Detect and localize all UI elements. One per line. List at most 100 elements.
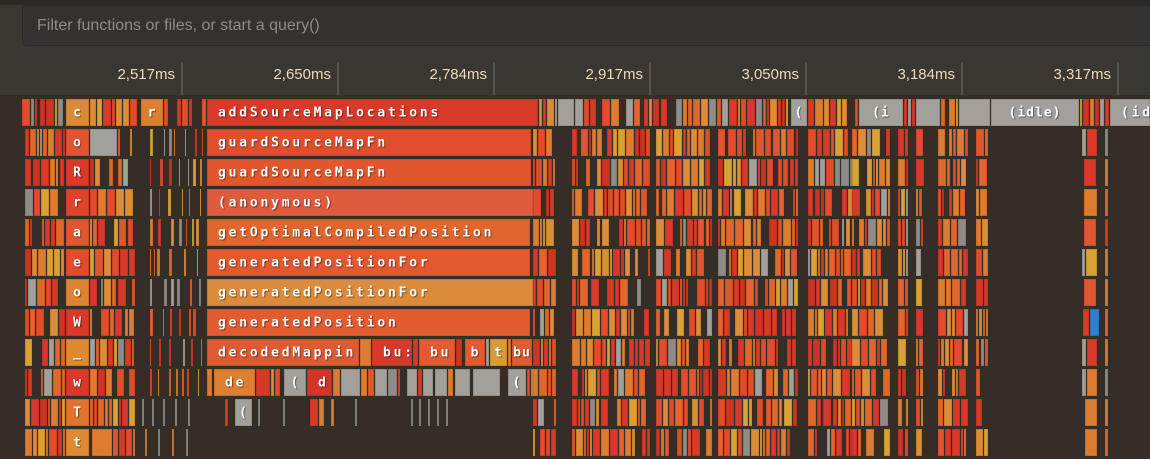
flame-stripe[interactable] [588, 189, 594, 216]
flame-stripe[interactable] [898, 399, 902, 426]
flame-stripe[interactable] [1105, 429, 1108, 456]
flame-stripe[interactable] [766, 189, 770, 216]
flame-stripe[interactable] [867, 159, 872, 186]
flame-stripe[interactable] [30, 309, 35, 336]
flame-stripe[interactable] [838, 339, 840, 366]
flame-stripe[interactable] [615, 279, 619, 306]
flame-stripe[interactable] [126, 429, 132, 456]
flame-stripe[interactable] [125, 189, 133, 216]
flame-stripe[interactable] [961, 159, 966, 186]
flame-stripe[interactable] [189, 99, 192, 126]
flame-stripe[interactable] [761, 159, 766, 186]
flame-stripe[interactable] [815, 99, 823, 126]
flame-bar[interactable]: bu [419, 339, 455, 366]
flame-stripe[interactable] [957, 159, 960, 186]
flame-stripe[interactable] [644, 309, 649, 336]
flame-stripe[interactable] [49, 339, 54, 366]
flame-stripe[interactable] [883, 369, 890, 396]
flame-stripe[interactable] [850, 429, 852, 456]
flame-stripe[interactable] [808, 219, 811, 246]
flame-stripe[interactable] [855, 99, 858, 126]
flame-stripe[interactable] [527, 369, 530, 396]
flame-bar[interactable]: b [465, 339, 485, 366]
flame-stripe[interactable] [827, 429, 830, 456]
flame-stripe[interactable] [938, 129, 945, 156]
flame-stripe[interactable] [740, 369, 747, 396]
flame-stripe[interactable] [179, 159, 180, 186]
flame-stripe[interactable] [116, 99, 122, 126]
flame-stripe[interactable] [773, 129, 780, 156]
filter-input[interactable] [22, 5, 1150, 46]
flame-stripe[interactable] [56, 219, 64, 246]
flame-stripe[interactable] [629, 339, 634, 366]
flame-stripe[interactable] [626, 129, 634, 156]
flame-stripe[interactable] [835, 129, 843, 156]
flame-stripe[interactable] [815, 189, 820, 216]
flame-stripe[interactable] [749, 399, 752, 426]
flame-stripe[interactable] [1085, 399, 1097, 426]
flame-stripe[interactable] [614, 369, 617, 396]
flame-stripe[interactable] [661, 159, 666, 186]
flame-stripe[interactable] [661, 429, 664, 456]
flame-stripe[interactable] [959, 369, 966, 396]
flame-stripe[interactable] [626, 189, 632, 216]
flame-stripe[interactable] [833, 399, 837, 426]
flame-stripe[interactable] [785, 249, 790, 276]
flame-stripe[interactable] [758, 189, 765, 216]
flame-stripe[interactable] [552, 369, 556, 396]
flame-stripe[interactable] [698, 129, 704, 156]
flame-stripe[interactable] [838, 309, 845, 336]
flame-stripe[interactable] [916, 429, 922, 456]
flame-stripe[interactable] [976, 309, 978, 336]
flame-stripe[interactable] [916, 399, 920, 426]
flame-stripe[interactable] [938, 189, 941, 216]
flame-stripe[interactable] [641, 189, 647, 216]
flame-stripe[interactable] [699, 399, 704, 426]
flame-stripe[interactable] [738, 249, 743, 276]
flame-stripe[interactable] [919, 189, 922, 216]
flame-stripe[interactable] [921, 219, 923, 246]
flame-stripe[interactable] [846, 219, 850, 246]
flame-stripe[interactable] [938, 429, 944, 456]
flame-stripe[interactable] [275, 369, 280, 396]
flame-stripe[interactable] [52, 279, 58, 306]
flame-stripe[interactable] [753, 219, 756, 246]
flame-stripe[interactable] [861, 399, 864, 426]
flame-stripe[interactable] [602, 99, 610, 126]
flame-stripe[interactable] [610, 429, 618, 456]
flame-stripe[interactable] [676, 99, 682, 126]
flame-stripe[interactable] [943, 219, 950, 246]
flame-stripe[interactable] [816, 279, 820, 306]
flame-stripe[interactable] [90, 309, 92, 336]
flame-stripe[interactable] [1082, 339, 1086, 366]
flame-stripe[interactable] [771, 189, 778, 216]
flame-stripe[interactable] [183, 339, 185, 366]
flame-stripe[interactable] [976, 159, 978, 186]
flame-stripe[interactable] [582, 249, 590, 276]
flame-stripe[interactable] [1084, 219, 1096, 246]
flame-stripe[interactable] [98, 219, 105, 246]
flame-stripe[interactable] [790, 159, 794, 186]
flame-stripe[interactable] [419, 399, 421, 426]
flame-stripe[interactable] [592, 309, 600, 336]
flame-stripe[interactable] [611, 159, 617, 186]
flame-stripe[interactable] [946, 279, 951, 306]
flame-stripe[interactable] [829, 219, 831, 246]
flame-stripe[interactable] [423, 369, 433, 396]
flame-stripe[interactable] [718, 369, 726, 396]
flame-stripe[interactable] [757, 399, 763, 426]
flame-stripe[interactable] [656, 219, 664, 246]
flame-bar[interactable]: getOptimalCompiledPosition [207, 219, 530, 246]
flame-stripe[interactable] [950, 339, 953, 366]
flame-stripe[interactable] [586, 219, 590, 246]
flame-stripe[interactable] [175, 399, 177, 426]
flame-stripe[interactable] [960, 189, 965, 216]
flame-stripe[interactable] [696, 309, 701, 336]
flame-stripe[interactable] [1100, 99, 1104, 126]
flame-stripe[interactable] [778, 99, 781, 126]
flame-stripe[interactable] [60, 159, 64, 186]
flame-stripe[interactable] [43, 129, 47, 156]
flame-stripe[interactable] [625, 429, 631, 456]
flame-stripe[interactable] [985, 129, 988, 156]
flame-bar[interactable]: ( [235, 399, 252, 426]
